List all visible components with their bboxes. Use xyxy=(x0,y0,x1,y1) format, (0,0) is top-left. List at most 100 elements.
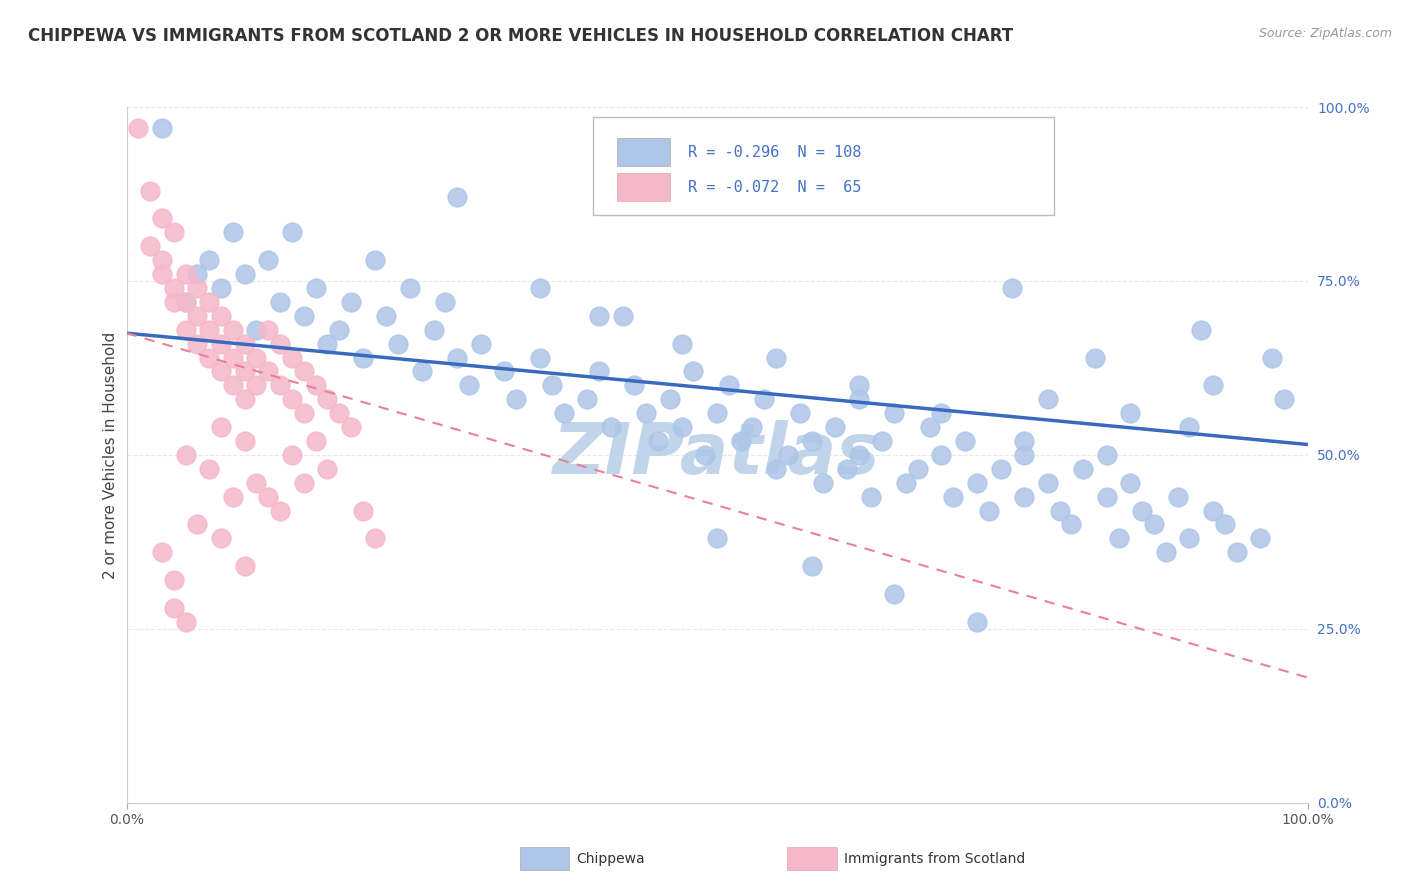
Point xyxy=(446,190,468,204)
Point xyxy=(304,281,326,295)
Point xyxy=(730,434,752,448)
Text: R = -0.072  N =  65: R = -0.072 N = 65 xyxy=(688,179,860,194)
Point xyxy=(754,392,776,407)
Point xyxy=(1178,532,1201,546)
Point xyxy=(186,281,208,295)
Point xyxy=(494,364,516,378)
Point xyxy=(222,225,245,239)
Point xyxy=(257,253,280,268)
Point xyxy=(765,462,787,476)
Point xyxy=(553,406,575,420)
Point xyxy=(1178,420,1201,434)
Point xyxy=(636,406,658,420)
Point xyxy=(245,378,267,392)
Point xyxy=(139,239,162,253)
Bar xyxy=(617,173,669,201)
Point xyxy=(599,420,621,434)
Point xyxy=(1108,532,1130,546)
Point xyxy=(233,336,256,351)
Point xyxy=(363,532,385,546)
Text: ZIPatlas: ZIPatlas xyxy=(554,420,880,490)
Point xyxy=(942,490,965,504)
Point xyxy=(931,448,953,462)
Point xyxy=(340,294,363,309)
Point xyxy=(186,267,208,281)
Point xyxy=(174,448,197,462)
Point xyxy=(233,267,256,281)
FancyBboxPatch shape xyxy=(593,118,1053,215)
Point xyxy=(1012,490,1035,504)
Point xyxy=(1154,545,1177,559)
Point xyxy=(966,615,988,629)
Point xyxy=(695,448,717,462)
Y-axis label: 2 or more Vehicles in Household: 2 or more Vehicles in Household xyxy=(103,331,118,579)
Point xyxy=(198,351,221,365)
Point xyxy=(540,378,562,392)
Point xyxy=(824,420,846,434)
Point xyxy=(186,309,208,323)
Point xyxy=(163,225,186,239)
Text: Chippewa: Chippewa xyxy=(576,852,645,866)
Point xyxy=(150,211,173,226)
Point xyxy=(316,336,339,351)
Point xyxy=(281,351,304,365)
Point xyxy=(1202,378,1225,392)
Point xyxy=(422,323,444,337)
Point xyxy=(316,392,339,407)
Point xyxy=(209,532,232,546)
Point xyxy=(198,323,221,337)
Point xyxy=(883,587,905,601)
Point xyxy=(800,559,823,574)
Point xyxy=(198,294,221,309)
Point xyxy=(1001,281,1024,295)
Point xyxy=(588,364,610,378)
Point xyxy=(257,323,280,337)
Point xyxy=(127,120,149,135)
Point xyxy=(269,336,291,351)
Bar xyxy=(617,138,669,166)
Point xyxy=(292,364,315,378)
Point xyxy=(706,406,728,420)
Point xyxy=(470,336,492,351)
Point xyxy=(848,448,870,462)
Point xyxy=(1060,517,1083,532)
Point xyxy=(953,434,976,448)
Point xyxy=(139,184,162,198)
Point xyxy=(658,392,681,407)
Point xyxy=(717,378,740,392)
Point xyxy=(1119,406,1142,420)
Point xyxy=(1119,475,1142,490)
Point xyxy=(174,294,197,309)
Point xyxy=(174,323,197,337)
Point xyxy=(209,336,232,351)
Point xyxy=(883,406,905,420)
Point xyxy=(990,462,1012,476)
Point xyxy=(174,267,197,281)
Point xyxy=(222,351,245,365)
Text: CHIPPEWA VS IMMIGRANTS FROM SCOTLAND 2 OR MORE VEHICLES IN HOUSEHOLD CORRELATION: CHIPPEWA VS IMMIGRANTS FROM SCOTLAND 2 O… xyxy=(28,27,1014,45)
Point xyxy=(411,364,433,378)
Point xyxy=(918,420,941,434)
Point xyxy=(1049,503,1071,517)
Point xyxy=(163,281,186,295)
Point xyxy=(150,545,173,559)
Point xyxy=(174,615,197,629)
Point xyxy=(209,364,232,378)
Point xyxy=(399,281,422,295)
Point xyxy=(800,434,823,448)
Point xyxy=(1130,503,1153,517)
Point xyxy=(671,336,693,351)
Point xyxy=(835,462,858,476)
Point xyxy=(363,253,385,268)
Point xyxy=(765,351,787,365)
Point xyxy=(576,392,599,407)
Point xyxy=(1143,517,1166,532)
Point xyxy=(257,490,280,504)
Point xyxy=(209,281,232,295)
Point xyxy=(292,309,315,323)
Point xyxy=(529,351,551,365)
Point xyxy=(1272,392,1295,407)
Text: R = -0.296  N = 108: R = -0.296 N = 108 xyxy=(688,145,860,160)
Point xyxy=(588,309,610,323)
Point xyxy=(222,378,245,392)
